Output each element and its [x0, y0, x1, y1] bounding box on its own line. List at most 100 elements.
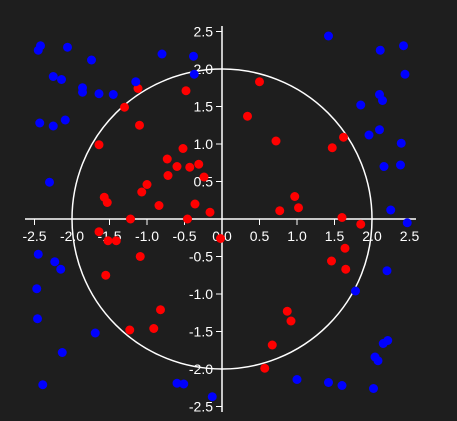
inside-point	[125, 325, 135, 335]
outside-point	[38, 380, 48, 390]
inside-point	[255, 77, 264, 87]
outside-point	[131, 77, 141, 87]
inside-point	[156, 305, 165, 315]
inside-point	[162, 154, 172, 164]
outside-point	[50, 257, 60, 267]
inside-point	[142, 180, 152, 189]
x-tick-label: -0.5	[172, 228, 196, 244]
outside-point	[364, 130, 374, 140]
y-tick-label: 2.5	[194, 24, 214, 40]
inside-point	[149, 324, 159, 333]
inside-point	[327, 256, 336, 266]
outside-point	[45, 177, 54, 187]
outside-point	[94, 89, 104, 99]
y-tick-label: -1.5	[189, 324, 213, 340]
y-tick-label: -2.0	[189, 361, 213, 377]
outside-point	[386, 205, 396, 215]
inside-point	[267, 340, 277, 350]
outside-point	[90, 328, 100, 338]
inside-point	[286, 316, 296, 326]
inside-point	[190, 199, 200, 209]
inside-point	[199, 172, 209, 182]
inside-point	[94, 140, 104, 150]
outside-point	[378, 96, 387, 105]
y-tick-label: -1.0	[189, 286, 213, 302]
outside-point	[57, 75, 66, 84]
inside-point	[94, 227, 104, 237]
inside-point	[341, 264, 351, 274]
inside-point	[103, 236, 113, 246]
x-tick-label: 2.5	[400, 228, 420, 244]
inside-point	[154, 201, 164, 210]
y-tick-label: -2.5	[189, 399, 213, 415]
inside-point	[102, 198, 112, 207]
inside-point	[135, 120, 144, 130]
inside-point	[194, 159, 204, 169]
outside-point	[32, 284, 42, 294]
inside-point	[340, 243, 350, 253]
inside-point	[101, 270, 111, 280]
inside-point	[172, 162, 182, 171]
outside-point	[63, 42, 72, 52]
outside-point	[179, 379, 189, 389]
inside-point	[260, 363, 270, 373]
outside-point	[373, 356, 383, 366]
x-tick-label: 2.0	[362, 228, 382, 244]
inside-point	[163, 171, 173, 180]
inside-point	[339, 132, 348, 142]
outside-point	[292, 375, 302, 384]
inside-point	[183, 214, 192, 224]
outside-point	[189, 69, 199, 79]
x-tick-label: -2.5	[22, 228, 46, 244]
y-axis-ticks: -2.5-2.0-1.5-1.0-0.50.51.01.52.02.5	[189, 24, 222, 415]
y-tick-label: -0.5	[189, 249, 213, 265]
inside-point	[216, 234, 225, 243]
outside-point	[60, 115, 70, 125]
outside-point	[369, 384, 378, 393]
outside-point	[189, 51, 198, 61]
inside-point	[111, 236, 121, 246]
outside-point	[207, 392, 217, 402]
inside-point	[126, 214, 135, 224]
outside-point	[324, 378, 333, 387]
outside-point	[396, 138, 406, 148]
outside-point	[56, 264, 66, 274]
inside-point	[290, 192, 300, 201]
inside-point	[271, 136, 281, 146]
outside-point	[396, 160, 405, 170]
outside-point	[157, 49, 167, 59]
outside-point	[324, 31, 333, 41]
inside-point	[120, 102, 129, 112]
outside-point	[379, 162, 389, 171]
outside-point	[48, 72, 58, 81]
inside-point	[178, 144, 188, 153]
x-tick-label: -2.0	[60, 228, 84, 244]
x-tick-label: 1.0	[287, 228, 307, 244]
outside-point	[402, 218, 412, 228]
inside-point	[243, 111, 252, 121]
outside-point	[87, 55, 96, 65]
x-tick-label: -1.0	[135, 228, 159, 244]
inside-point	[356, 219, 366, 229]
y-tick-label: 1.0	[194, 136, 214, 152]
inside-point	[275, 206, 285, 216]
inside-point	[205, 207, 215, 217]
inside-point	[327, 143, 337, 153]
x-tick-label: 0.5	[250, 228, 270, 244]
outside-point	[375, 125, 384, 135]
inside-point	[294, 203, 303, 213]
outside-point	[337, 381, 347, 390]
y-tick-label: 1.5	[194, 99, 214, 115]
outside-point	[33, 45, 43, 55]
inside-point	[337, 213, 347, 222]
outside-point	[375, 45, 385, 55]
inside-point	[282, 306, 292, 316]
x-tick-label: 1.5	[325, 228, 345, 244]
outside-point	[400, 69, 410, 79]
outside-point	[382, 266, 392, 276]
outside-point	[33, 249, 43, 259]
outside-point	[378, 339, 388, 348]
outside-point	[399, 41, 408, 51]
